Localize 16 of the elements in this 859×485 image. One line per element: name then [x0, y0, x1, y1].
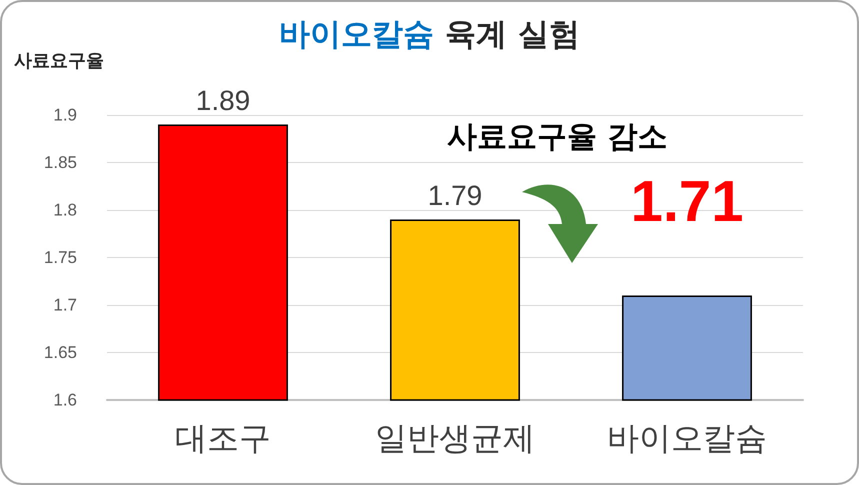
- y-tick-label: 1.8: [53, 200, 77, 220]
- chart-title: 바이오칼슘 육계 실험: [279, 16, 580, 52]
- y-tick-label: 1.85: [44, 153, 77, 172]
- y-axis-title: 사료요구율: [14, 50, 104, 72]
- x-tick-label: 일반생균제: [375, 419, 535, 457]
- data-label: 1.89: [196, 85, 250, 116]
- y-tick-label: 1.75: [44, 248, 77, 267]
- y-tick-label: 1.65: [44, 343, 77, 362]
- x-tick-label: 바이오칼슘: [607, 419, 767, 457]
- y-tick-label: 1.9: [53, 106, 77, 124]
- data-label: 1.79: [428, 180, 482, 211]
- data-label: 1.71: [630, 169, 744, 234]
- y-tick-label: 1.7: [53, 296, 77, 314]
- x-tick-label: 대조구: [175, 419, 271, 457]
- annotation: 사료요구율 감소: [447, 120, 668, 154]
- y-tick-label: 1.6: [53, 390, 77, 410]
